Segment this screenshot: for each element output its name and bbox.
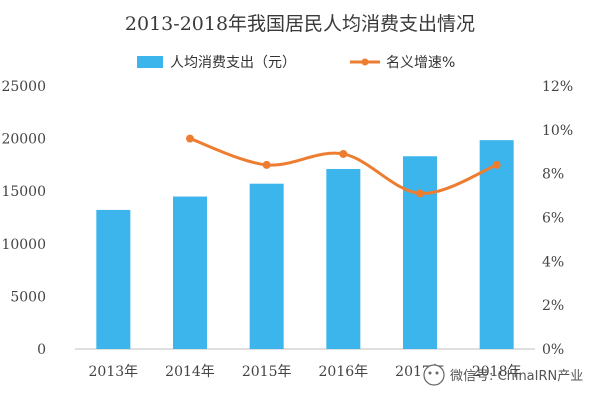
left-axis-tick-label: 0 xyxy=(37,342,46,358)
right-axis-tick-label: 2% xyxy=(542,298,564,314)
bar xyxy=(96,209,131,349)
left-axis-tick-label: 25000 xyxy=(1,79,46,95)
bar xyxy=(479,140,514,349)
line-point xyxy=(186,134,194,143)
legend-label-line: 名义增速% xyxy=(386,55,455,71)
wechat-icon xyxy=(423,364,445,386)
bar xyxy=(173,196,207,349)
chart-title: 2013-2018年我国居民人均消费支出情况 xyxy=(125,13,475,35)
x-axis-tick-label: 2014年 xyxy=(165,364,215,380)
line-point xyxy=(492,160,501,169)
left-axis-tick-label: 10000 xyxy=(1,237,46,253)
right-axis-tick-label: 8% xyxy=(542,167,564,183)
legend-swatch-bar xyxy=(137,56,163,68)
legend-label-bar: 人均消费支出（元） xyxy=(170,55,296,71)
bar-series xyxy=(96,140,514,349)
right-axis-ticks: 0% 2% 4% 6% 8% 10% 12% xyxy=(542,79,573,358)
bar xyxy=(326,168,361,349)
left-axis-tick-label: 20000 xyxy=(1,132,46,148)
x-axis-tick-label: 2013年 xyxy=(89,364,139,380)
legend-swatch-marker xyxy=(361,58,369,66)
right-axis-tick-label: 12% xyxy=(542,79,573,95)
x-axis-tick-label: 2016年 xyxy=(319,364,369,380)
line-point xyxy=(339,149,348,158)
left-axis-tick-label: 15000 xyxy=(1,184,46,200)
left-axis-ticks: 0 5000 10000 15000 20000 25000 xyxy=(1,79,46,358)
right-axis-tick-label: 0% xyxy=(542,342,564,358)
bar xyxy=(249,183,284,349)
legend: 人均消费支出（元） 名义增速% xyxy=(137,55,455,71)
left-axis-tick-label: 5000 xyxy=(10,289,46,305)
wechat-icon-eye-right xyxy=(435,371,439,375)
bar xyxy=(403,156,437,349)
watermark: 微信号: ChinaIRN产业 xyxy=(423,364,583,386)
x-axis-tick-label: 2018年 xyxy=(472,364,522,380)
right-axis-tick-label: 6% xyxy=(542,211,564,227)
right-axis-tick-label: 4% xyxy=(542,254,564,270)
x-axis-tick-label: 2015年 xyxy=(242,364,292,380)
right-axis-tick-label: 10% xyxy=(542,123,573,139)
watermark-text: 微信号: ChinaIRN产业 xyxy=(450,369,583,384)
line-point xyxy=(262,160,271,169)
line-point xyxy=(416,189,424,198)
wechat-icon-eye-left xyxy=(428,371,432,375)
line-series xyxy=(186,134,501,198)
